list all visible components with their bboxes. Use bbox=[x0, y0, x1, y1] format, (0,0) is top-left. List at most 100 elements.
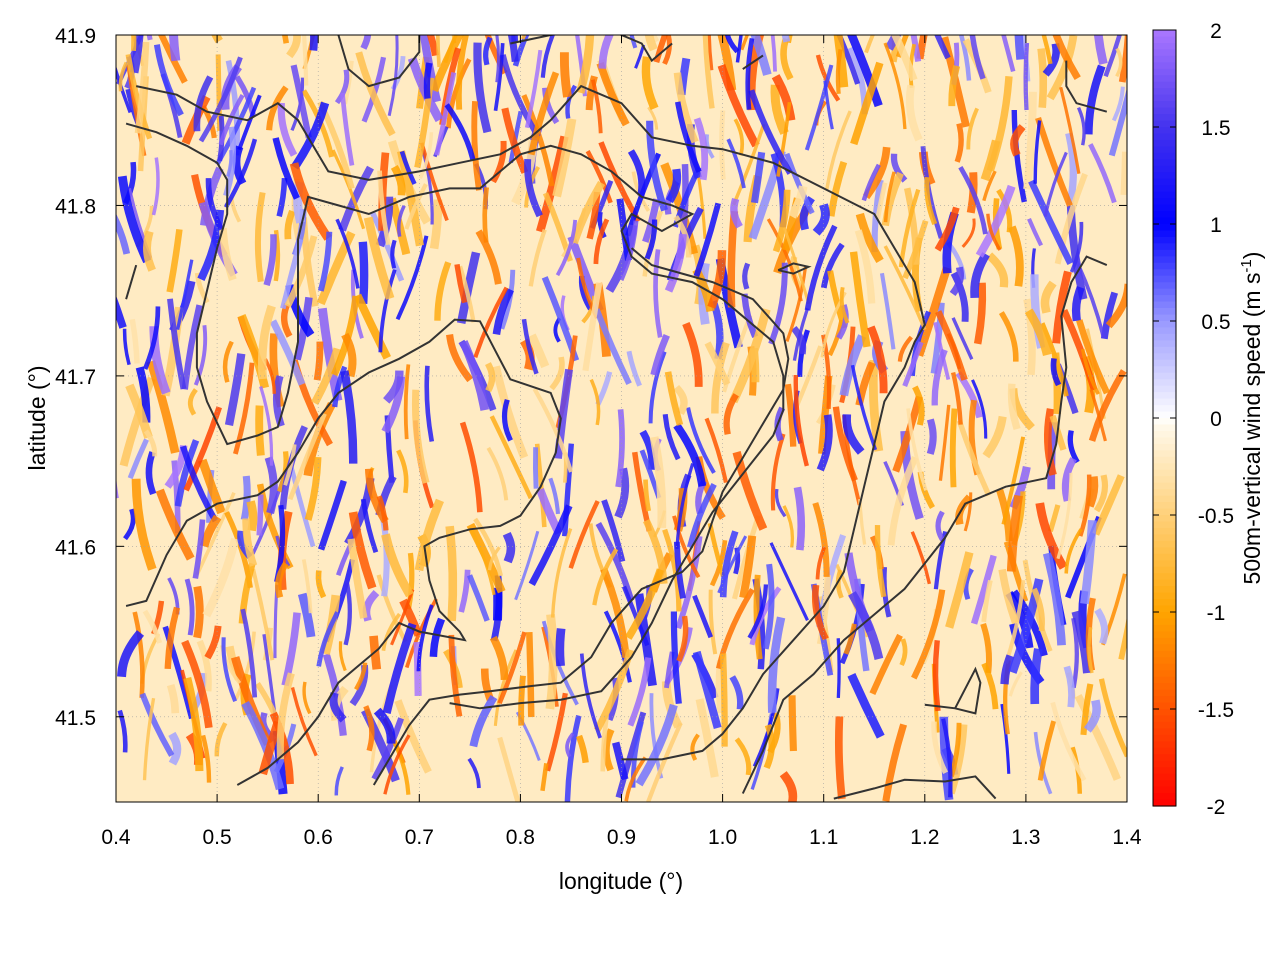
field-streak bbox=[117, 630, 145, 678]
field-streak bbox=[692, 650, 722, 730]
field-streak bbox=[381, 533, 414, 598]
field-streak bbox=[1052, 35, 1081, 81]
contour-line bbox=[924, 666, 982, 715]
field-streak bbox=[353, 293, 391, 360]
contour-line bbox=[1065, 60, 1108, 113]
field-streak bbox=[497, 736, 521, 802]
field-streak bbox=[272, 375, 285, 428]
colorbar-tick-label: 0 bbox=[1210, 408, 1222, 431]
field-streak bbox=[785, 265, 808, 342]
field-streak bbox=[729, 308, 771, 404]
field-streak bbox=[815, 54, 841, 102]
field-streak bbox=[562, 443, 575, 537]
field-streak bbox=[273, 229, 281, 282]
field-streak bbox=[835, 48, 843, 94]
field-streak bbox=[1098, 678, 1127, 758]
field-streak bbox=[1080, 683, 1094, 736]
contour-line bbox=[777, 262, 812, 275]
field-streak bbox=[524, 159, 543, 218]
field-streak bbox=[847, 35, 883, 108]
colorbar-band bbox=[1153, 489, 1176, 497]
field-streak bbox=[951, 317, 974, 360]
field-streak bbox=[193, 325, 208, 386]
x-tick-label: 0.7 bbox=[405, 826, 434, 849]
field-streak bbox=[164, 606, 181, 670]
field-streak bbox=[966, 107, 979, 150]
field-streak bbox=[1030, 648, 1043, 705]
colorbar-tick-label: 1.5 bbox=[1201, 117, 1230, 140]
field-streak bbox=[776, 102, 792, 177]
field-streak bbox=[643, 479, 652, 512]
field-streak bbox=[1000, 654, 1015, 685]
field-streak bbox=[949, 408, 958, 488]
field-streak bbox=[1120, 151, 1127, 196]
field-streak bbox=[360, 35, 372, 50]
contour-line bbox=[741, 255, 1108, 794]
field-streak bbox=[536, 488, 563, 535]
field-streak bbox=[221, 637, 238, 702]
field-streak bbox=[143, 230, 156, 272]
field-streak bbox=[493, 43, 505, 112]
field-streak bbox=[226, 149, 233, 178]
colorbar-band bbox=[1153, 114, 1176, 122]
field-streak bbox=[142, 697, 156, 781]
field-streak bbox=[1028, 179, 1074, 265]
colorbar-band bbox=[1153, 75, 1176, 83]
field-streak bbox=[301, 559, 313, 614]
field-streak bbox=[334, 766, 344, 796]
field-streak bbox=[473, 517, 503, 577]
field-streak bbox=[467, 757, 481, 789]
field-streak bbox=[259, 386, 274, 466]
field-streak bbox=[338, 641, 347, 672]
field-streak bbox=[500, 54, 541, 139]
colorbar-band bbox=[1153, 314, 1176, 322]
field-streak bbox=[910, 35, 922, 62]
field-streak bbox=[553, 317, 562, 343]
field-streak bbox=[313, 341, 324, 381]
field-streak bbox=[770, 35, 777, 72]
colorbar-band bbox=[1153, 793, 1176, 801]
field-streak bbox=[741, 293, 759, 338]
field-streak bbox=[521, 94, 555, 187]
field-streak bbox=[1069, 221, 1084, 273]
field-streak bbox=[615, 409, 625, 488]
field-streak bbox=[492, 287, 514, 335]
field-streak bbox=[641, 56, 659, 110]
field-streak bbox=[284, 209, 296, 240]
colorbar-band bbox=[1153, 534, 1176, 542]
field-streak bbox=[286, 35, 301, 59]
field-streak bbox=[184, 578, 195, 636]
field-streak bbox=[383, 370, 404, 404]
field-streak bbox=[848, 591, 884, 660]
field-streak bbox=[218, 227, 237, 281]
field-streak bbox=[719, 653, 728, 747]
field-streak bbox=[847, 673, 885, 739]
field-streak bbox=[426, 35, 439, 57]
field-streak bbox=[467, 574, 490, 622]
field-streak bbox=[1083, 699, 1101, 733]
colorbar-tick-label: 1 bbox=[1210, 214, 1222, 237]
field-streak bbox=[931, 348, 948, 406]
field-streak bbox=[882, 723, 908, 802]
field-streak bbox=[864, 35, 875, 54]
field-streak bbox=[458, 569, 471, 613]
field-streak bbox=[143, 429, 158, 457]
field-streak bbox=[969, 35, 986, 80]
field-streak bbox=[867, 325, 888, 394]
field-streak bbox=[302, 681, 312, 715]
field-streak bbox=[283, 444, 297, 486]
colorbar-band bbox=[1153, 443, 1176, 451]
colorbar-band bbox=[1153, 741, 1176, 749]
colorbar-band bbox=[1153, 605, 1176, 613]
field-streak bbox=[1047, 504, 1061, 533]
colorbar-band bbox=[1153, 139, 1176, 147]
field-streak bbox=[693, 117, 709, 181]
colorbar-band bbox=[1153, 624, 1176, 632]
field-streak bbox=[592, 548, 619, 606]
field-streak bbox=[650, 35, 660, 43]
field-streak bbox=[762, 563, 775, 650]
field-streak bbox=[770, 84, 789, 135]
field-streak bbox=[343, 60, 354, 105]
field-streak bbox=[998, 311, 1019, 362]
colorbar-band bbox=[1153, 230, 1176, 238]
